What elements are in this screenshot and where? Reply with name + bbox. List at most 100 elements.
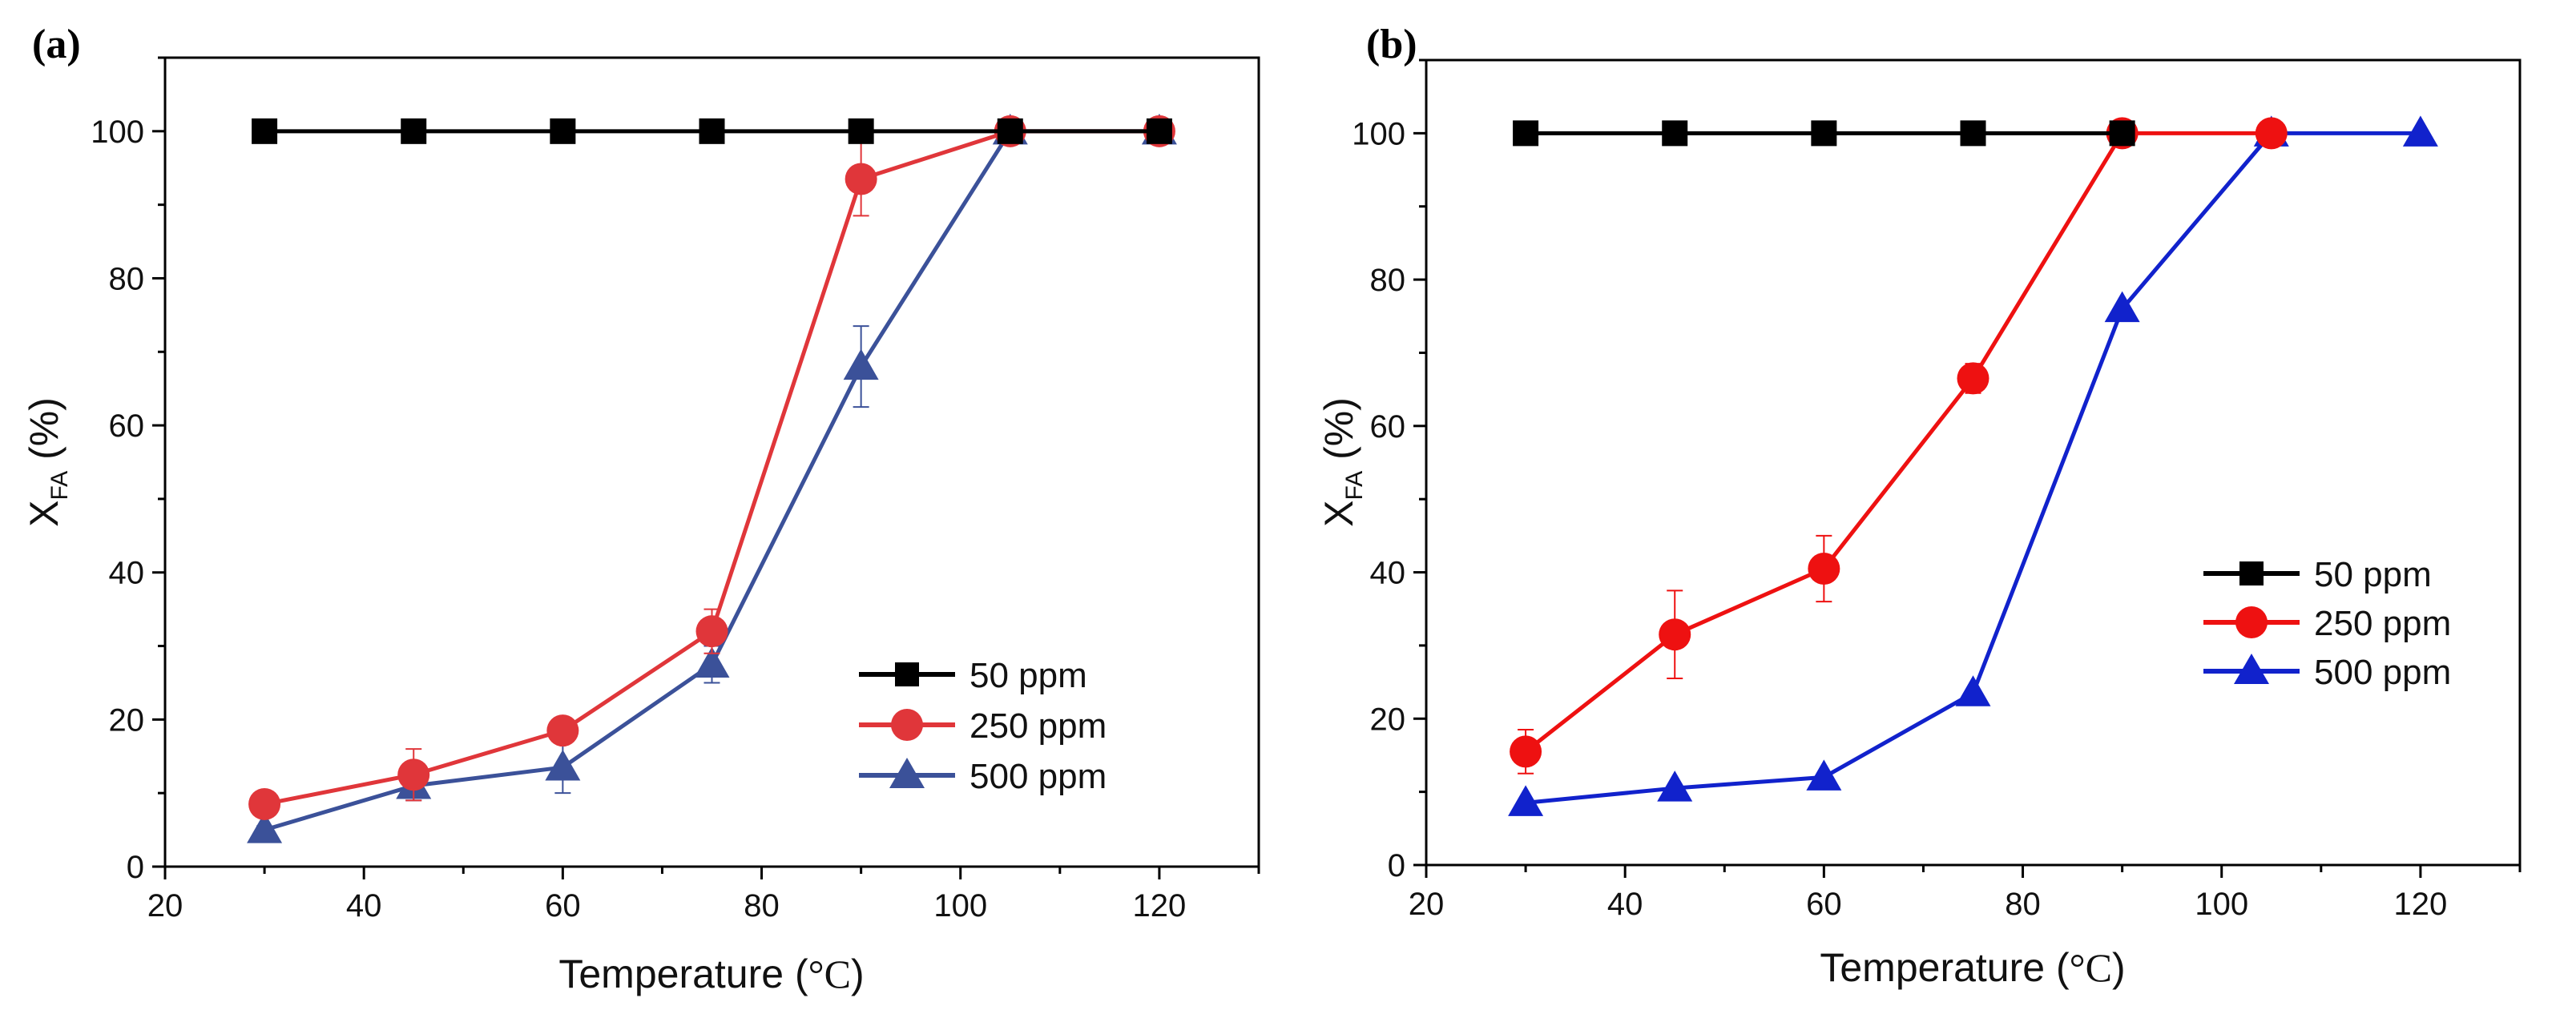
data-point xyxy=(694,646,730,678)
y-axis-label-sub-b: FA xyxy=(1341,471,1368,501)
panel-label-a: (a) xyxy=(32,22,81,67)
x-axis-label-a: Temperature (°C) xyxy=(558,952,864,996)
legend-label-250ppm-a: 250 ppm xyxy=(970,706,1107,746)
y-tick-label: 40 xyxy=(1370,556,1406,591)
legend-label-500ppm-a: 500 ppm xyxy=(970,757,1107,796)
data-point xyxy=(997,118,1023,144)
data-point xyxy=(1510,735,1542,768)
y-tick-label: 80 xyxy=(109,261,145,296)
data-point xyxy=(699,118,725,144)
y-axis-label-main-a: X xyxy=(22,500,67,526)
y-tick-label: 20 xyxy=(1370,702,1406,737)
data-point xyxy=(1513,120,1539,147)
x-tick-label: 80 xyxy=(744,888,780,923)
x-tick-label: 20 xyxy=(1409,887,1445,922)
data-point xyxy=(1806,759,1842,791)
data-point xyxy=(2255,117,2288,150)
x-tick-label: 60 xyxy=(545,888,581,923)
legend-marker-500ppm-a xyxy=(889,758,925,788)
x-axis-label-close-b: ) xyxy=(2112,945,2126,990)
data-point xyxy=(843,348,879,380)
series-50ppm-b xyxy=(1513,120,2135,147)
y-tick-label: 60 xyxy=(109,408,145,444)
x-tick-label: 40 xyxy=(1607,887,1643,922)
data-point xyxy=(848,118,874,144)
y-tick-label: 0 xyxy=(1388,848,1405,883)
series-line xyxy=(264,129,1159,807)
y-tick-label: 100 xyxy=(1352,116,1405,151)
series-layer-a xyxy=(247,113,1177,843)
plot-frame-a xyxy=(163,56,1260,868)
data-point xyxy=(1808,552,1840,585)
legend-marker-250ppm-b xyxy=(2235,606,2268,638)
data-point xyxy=(545,750,581,781)
x-axis-label-close-a: ) xyxy=(851,952,865,996)
legend-marker-250ppm-a xyxy=(891,709,923,741)
y-axis-label-sub-a: FA xyxy=(46,471,73,501)
legend-label-50ppm-b: 50 ppm xyxy=(2314,555,2432,594)
legend-marker-50ppm-a xyxy=(895,662,919,686)
x-tick-label: 100 xyxy=(2195,887,2248,922)
y-tick-label: 40 xyxy=(109,556,145,591)
data-point xyxy=(2402,115,2438,147)
legend-a: 50 ppm 250 ppm 500 ppm xyxy=(859,656,1107,796)
y-tick-label: 60 xyxy=(1370,409,1406,445)
data-point xyxy=(247,812,283,843)
legend-label-50ppm-a: 50 ppm xyxy=(970,656,1087,695)
y-tick-label: 100 xyxy=(91,115,144,150)
legend-marker-500ppm-b xyxy=(2234,654,2269,684)
data-point xyxy=(1662,120,1688,147)
x-axis-label-text-a: Temperature ( xyxy=(558,952,808,996)
legend-marker-50ppm-b xyxy=(2239,561,2264,585)
data-point xyxy=(252,118,278,144)
y-axis-label-tail-b: (%) xyxy=(1316,397,1361,471)
y-tick-label: 80 xyxy=(1370,263,1406,298)
data-point xyxy=(845,163,877,195)
data-point xyxy=(2109,120,2135,147)
data-point xyxy=(397,758,430,791)
x-tick-label: 80 xyxy=(2005,887,2041,922)
series-layer-b xyxy=(1508,115,2438,816)
data-point xyxy=(2104,291,2140,323)
plot-frame-b xyxy=(1425,58,2522,867)
x-tick-label: 120 xyxy=(1133,888,1187,923)
panel-label-b: (b) xyxy=(1366,22,1417,67)
x-axis-label-text-b: Temperature ( xyxy=(1820,945,2070,990)
y-axis-label-tail-a: (%) xyxy=(22,397,67,471)
data-point xyxy=(1957,362,1989,395)
data-point xyxy=(1960,120,1986,147)
legend-label-500ppm-b: 500 ppm xyxy=(2314,653,2451,692)
data-point xyxy=(546,714,579,747)
data-point xyxy=(550,118,576,144)
data-point xyxy=(1811,120,1837,147)
y-axis-label-b: XFA (%) xyxy=(1316,397,1368,527)
y-tick-label: 0 xyxy=(127,850,144,885)
x-axis-label-b: Temperature (°C) xyxy=(1820,945,2125,990)
x-tick-label: 100 xyxy=(933,888,987,923)
series-50ppm-a xyxy=(252,118,1172,144)
x-tick-label: 60 xyxy=(1806,887,1842,922)
x-axis-label-unit-b: °C xyxy=(2070,945,2112,990)
data-point xyxy=(248,787,281,820)
y-axis-label-main-b: X xyxy=(1316,500,1361,526)
series-500ppm-b xyxy=(1508,115,2438,816)
data-point xyxy=(1657,771,1693,802)
data-point xyxy=(1955,675,1991,706)
x-tick-label: 120 xyxy=(2394,887,2448,922)
series-line xyxy=(1524,131,2272,754)
data-point xyxy=(695,615,728,648)
legend-b: 50 ppm 250 ppm 500 ppm xyxy=(2203,555,2451,692)
x-tick-label: 20 xyxy=(147,888,183,923)
data-point xyxy=(401,118,427,144)
data-point xyxy=(1508,785,1544,816)
x-tick-label: 40 xyxy=(346,888,382,923)
series-250ppm-b xyxy=(1510,117,2288,775)
y-axis-label-a: XFA (%) xyxy=(22,397,73,527)
y-tick-label: 20 xyxy=(109,702,145,738)
data-point xyxy=(1659,618,1691,651)
